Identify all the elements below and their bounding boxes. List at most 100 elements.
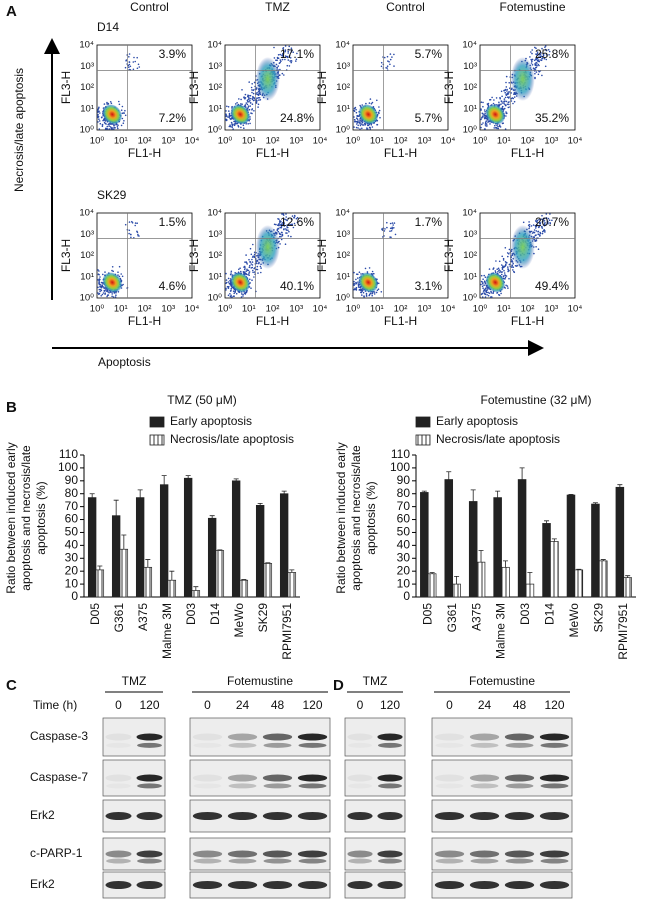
event-dot bbox=[287, 56, 289, 58]
event-dot bbox=[501, 271, 503, 274]
event-dot bbox=[252, 255, 254, 257]
band bbox=[105, 881, 132, 889]
event-dot bbox=[227, 294, 230, 297]
event-dot bbox=[136, 222, 138, 224]
event-dot bbox=[384, 228, 386, 230]
event-dot bbox=[499, 96, 501, 99]
event-dot bbox=[487, 103, 489, 106]
event-dot bbox=[536, 52, 539, 55]
band bbox=[504, 850, 535, 858]
event-dot bbox=[360, 291, 363, 294]
event-dot bbox=[290, 235, 292, 238]
event-dot bbox=[493, 127, 496, 129]
group-label: Fotemustine bbox=[469, 674, 535, 688]
plot-frame bbox=[96, 212, 193, 299]
band bbox=[378, 783, 402, 789]
error-bar bbox=[265, 562, 271, 564]
band bbox=[263, 858, 292, 864]
event-dot bbox=[535, 47, 537, 50]
event-dot bbox=[292, 51, 295, 53]
event-dot bbox=[106, 128, 109, 130]
bar bbox=[135, 497, 145, 598]
error-bar bbox=[576, 568, 582, 570]
event-dot bbox=[228, 282, 231, 285]
event-dot bbox=[255, 268, 258, 271]
event-dot bbox=[248, 274, 250, 277]
error-bar bbox=[193, 586, 199, 591]
event-dot bbox=[483, 274, 486, 277]
x-tick-label: D14 bbox=[543, 603, 557, 625]
x-tick-label: RPMI7951 bbox=[616, 603, 630, 660]
bar bbox=[468, 501, 478, 598]
event-dot bbox=[380, 61, 383, 64]
event-dot bbox=[120, 109, 123, 111]
bar bbox=[574, 569, 584, 598]
event-dot bbox=[296, 221, 299, 224]
x-tick-label: 10⁴ bbox=[441, 304, 456, 315]
event-dot bbox=[501, 105, 504, 108]
event-dot bbox=[497, 125, 499, 128]
event-dot bbox=[279, 53, 282, 56]
event-dot bbox=[227, 277, 230, 280]
event-dot bbox=[284, 49, 287, 51]
event-dot bbox=[512, 262, 514, 265]
row-label: Caspase-3 bbox=[30, 729, 88, 743]
event-dot bbox=[490, 296, 493, 298]
event-dot bbox=[293, 222, 296, 225]
y-label: FL3-H bbox=[59, 71, 73, 104]
event-dot bbox=[494, 124, 496, 127]
y-tick-label: 10¹ bbox=[336, 103, 350, 114]
event-dot bbox=[497, 127, 500, 130]
event-dot bbox=[529, 56, 531, 58]
event-dot bbox=[505, 93, 507, 96]
band bbox=[347, 774, 373, 782]
y-axis-label: apoptosis (%) bbox=[364, 481, 378, 554]
y-tick-label: 10⁴ bbox=[335, 208, 350, 219]
y-tick-label: 10² bbox=[208, 82, 222, 93]
event-dot bbox=[253, 81, 256, 84]
event-dot bbox=[243, 127, 245, 129]
event-dot bbox=[277, 54, 280, 56]
event-dot bbox=[248, 108, 251, 111]
row-label: Erk2 bbox=[30, 877, 55, 891]
x-tick-label: A375 bbox=[469, 603, 483, 631]
event-dot bbox=[371, 292, 374, 295]
event-dot bbox=[544, 231, 546, 233]
event-dot bbox=[370, 103, 373, 105]
event-dot bbox=[276, 59, 278, 62]
event-dot bbox=[275, 223, 277, 226]
y-tick-label: 10⁴ bbox=[79, 208, 94, 219]
event-dot bbox=[112, 296, 115, 298]
bar bbox=[420, 492, 429, 598]
event-dot bbox=[248, 101, 250, 103]
band bbox=[539, 774, 570, 782]
event-dot bbox=[257, 272, 259, 274]
event-dot bbox=[106, 103, 108, 105]
event-dot bbox=[480, 283, 482, 286]
y-tick-label: 10⁰ bbox=[208, 125, 223, 136]
event-dot bbox=[98, 120, 101, 122]
event-dot bbox=[505, 111, 507, 113]
bar bbox=[501, 566, 510, 598]
event-dot bbox=[99, 122, 102, 125]
event-dot bbox=[134, 60, 136, 63]
event-dot bbox=[134, 224, 136, 227]
event-dot bbox=[233, 123, 236, 125]
event-dot bbox=[504, 103, 506, 106]
quadrant-percent: 3.9% bbox=[159, 47, 187, 61]
event-dot bbox=[98, 128, 101, 130]
event-dot bbox=[484, 276, 487, 279]
event-dot bbox=[246, 101, 249, 103]
event-dot bbox=[120, 124, 123, 127]
event-dot bbox=[508, 101, 510, 103]
x-tick-label: D05 bbox=[420, 603, 434, 625]
y-tick-label: 10⁰ bbox=[336, 125, 351, 136]
bar bbox=[525, 583, 535, 598]
event-dot bbox=[242, 271, 245, 273]
bar bbox=[95, 569, 105, 598]
event-dot bbox=[389, 63, 391, 66]
bar bbox=[623, 577, 632, 598]
event-dot bbox=[131, 222, 134, 224]
event-dot bbox=[531, 49, 533, 51]
event-dot bbox=[487, 288, 489, 290]
